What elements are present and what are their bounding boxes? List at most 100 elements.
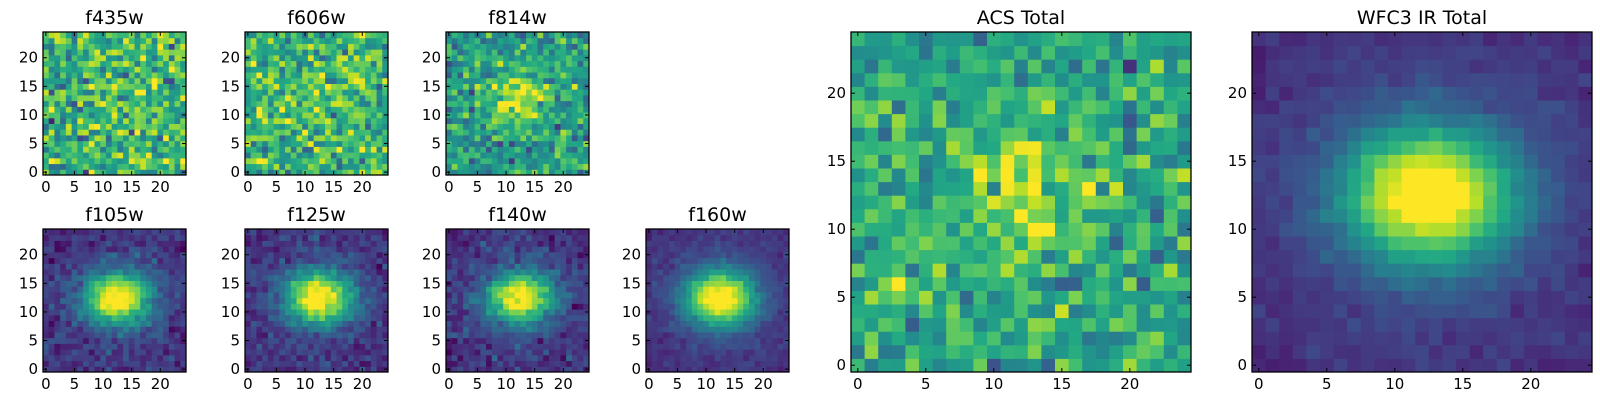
heatmap-cell [336,246,343,253]
heatmap-cell [285,337,292,344]
heatmap-cell [463,360,470,367]
heatmap-cell [726,229,733,236]
heatmap-cell [319,246,326,253]
heatmap-cell [1123,331,1138,346]
heatmap-cell [457,229,464,236]
heatmap-cell [754,269,761,276]
heatmap-cell [1177,331,1192,346]
heatmap-cell [302,360,309,367]
heatmap-cell [347,343,355,350]
heatmap-cell [686,326,693,333]
heatmap-cell [123,240,130,247]
heatmap-cell [54,83,61,90]
heatmap-cell [1027,276,1042,291]
heatmap-cell [748,246,756,253]
heatmap-cell [71,94,78,102]
heatmap-cell [987,304,1002,319]
heatmap-cell [697,234,704,241]
heatmap-cell [891,249,906,264]
heatmap-cell [554,157,561,165]
heatmap-cell [1150,249,1165,264]
heatmap-cell [111,83,118,90]
heatmap-cell [543,286,550,293]
heatmap-cell [370,297,378,304]
heatmap-cell [508,309,516,316]
heatmap-cell [376,320,383,327]
heatmap-cell [468,66,476,73]
heatmap-cell [497,280,504,287]
heatmap-cell [577,280,584,287]
heatmap-cell [302,274,309,281]
heatmap-cell [60,100,67,107]
heatmap-cell [497,286,504,293]
x-tick-label: 10 [697,375,716,393]
heatmap-cell [353,83,360,90]
heatmap-cell [457,146,464,153]
heatmap-cell [491,360,498,367]
heatmap-cell [313,331,320,339]
heatmap-cell [560,54,567,62]
heatmap-cell [463,106,470,113]
heatmap-cell [325,251,332,259]
heatmap-cell [583,117,590,125]
heatmap-cell [514,246,521,253]
heatmap-cell [313,169,320,176]
heatmap-cell [145,32,153,39]
heatmap-cell [486,309,493,316]
heatmap-cell [267,314,275,322]
heatmap-cell [100,257,107,264]
heatmap-cell [480,280,487,287]
heatmap-cell [94,60,101,67]
heatmap-cell [691,269,698,276]
heatmap-cell [145,37,153,44]
heatmap-cell [54,94,61,102]
x-tick-label: 20 [353,375,372,393]
heatmap-cell [267,280,275,287]
heatmap-cell [754,251,761,259]
heatmap-cell [370,140,378,147]
heatmap-cell [451,280,458,287]
heatmap-cell [347,117,355,125]
heatmap-cell [726,349,733,356]
heatmap-cell [531,66,539,73]
heatmap-cell [313,49,320,56]
heatmap-cell [180,152,187,159]
heatmap-cell [302,123,309,130]
heatmap-cell [543,94,550,102]
heatmap-cell [71,117,78,125]
heatmap-cell [342,269,349,276]
heatmap-cell [71,349,78,356]
heatmap-cell [342,246,349,253]
heatmap-cell [543,169,550,176]
heatmap-cell [932,263,947,278]
heatmap-cell [686,343,693,350]
heatmap-cell [88,291,95,299]
heatmap-cell [743,246,750,253]
heatmap-cell [1000,344,1015,359]
heatmap-cell [365,234,372,241]
heatmap-cell [646,291,653,299]
heatmap-cell [134,354,141,362]
heatmap-cell [65,60,73,67]
heatmap-cell [497,269,504,276]
heatmap-cell [686,274,693,281]
heatmap-cell [353,112,360,119]
heatmap-cell [1095,276,1110,291]
heatmap-cell [560,129,567,136]
heatmap-cell [267,100,275,107]
heatmap-cell [180,32,187,39]
heatmap-cell [83,123,90,130]
heatmap-cell [878,304,893,319]
heatmap-cell [463,303,470,310]
heatmap-cell [560,257,567,264]
heatmap-cell [330,43,338,50]
heatmap-cell [370,100,378,107]
heatmap-cell [382,286,389,293]
heatmap-cell [1136,263,1151,278]
heatmap-cell [117,49,124,56]
heatmap-cell [680,314,687,322]
heatmap-cell [657,320,664,327]
heatmap-cell [583,263,590,270]
heatmap-cell [279,354,286,362]
heatmap-cell [54,331,61,339]
